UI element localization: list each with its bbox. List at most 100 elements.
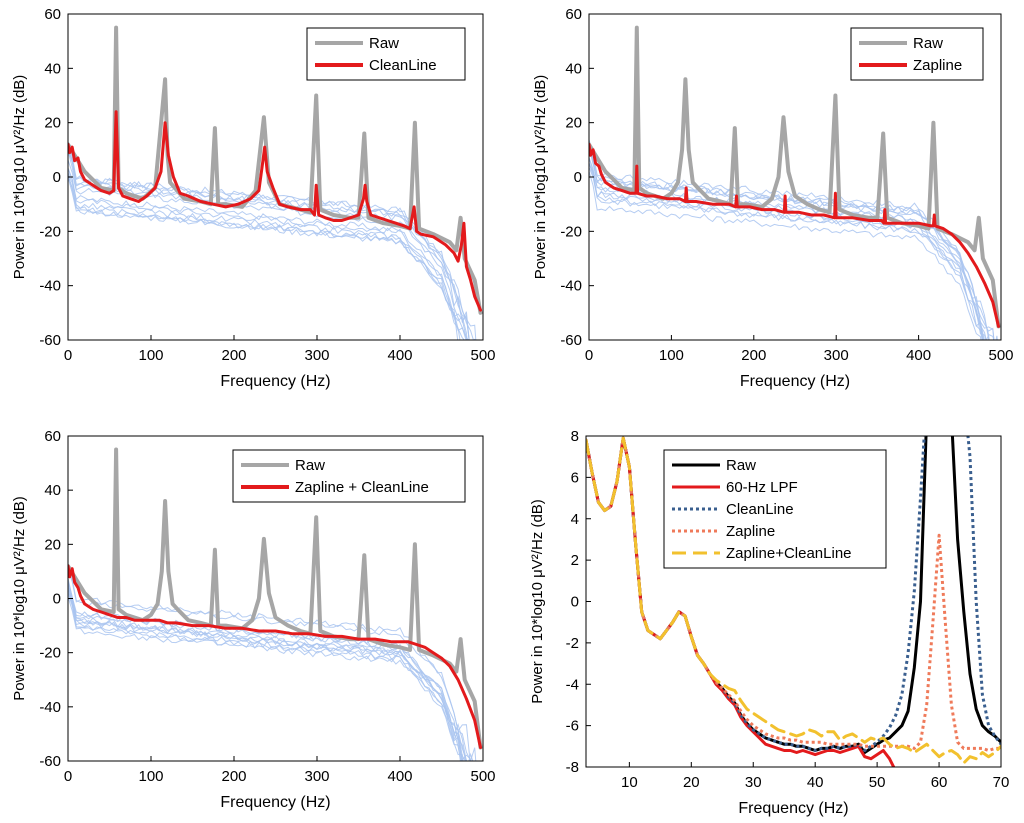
- y-tick-label: -6: [566, 718, 579, 735]
- channel-trace: [68, 149, 470, 340]
- y-tick-label: -2: [566, 635, 579, 652]
- x-axis-label: Frequency (Hz): [220, 373, 330, 390]
- y-tick-label: -4: [566, 676, 579, 693]
- y-tick-label: -40: [39, 699, 61, 716]
- channel-trace: [68, 172, 470, 340]
- legend-label: 60-Hz LPF: [726, 479, 798, 496]
- y-tick-label: -8: [566, 759, 579, 776]
- chart-panel-1: 0 100 200 300 400 500 -60 -40 -20 0 20 40 60 Frequenc…: [11, 6, 496, 390]
- y-tick-label: 60: [44, 428, 61, 445]
- x-tick-label: 40: [807, 774, 824, 791]
- channel-trace: [68, 175, 466, 340]
- y-tick-label: 2: [571, 552, 579, 569]
- y-tick-label: -60: [39, 753, 61, 770]
- legend-label: Zapline: [726, 523, 775, 540]
- y-tick-label: 6: [571, 469, 579, 486]
- x-tick-label: 500: [988, 347, 1013, 364]
- x-axis-label: Frequency (Hz): [738, 800, 848, 817]
- y-axis-label: Power in 10*log10 μV²/Hz (dB): [532, 75, 549, 280]
- channel-trace: [68, 596, 461, 761]
- series-line-zapline-cleanline: [68, 564, 482, 749]
- x-tick-label: 0: [585, 347, 593, 364]
- channel-trace: [68, 568, 471, 761]
- x-axis-label: Frequency (Hz): [740, 373, 850, 390]
- x-tick-label: 200: [741, 347, 766, 364]
- x-tick-label: 500: [470, 768, 495, 785]
- channel-trace: [68, 173, 461, 340]
- y-tick-label: 60: [565, 6, 582, 23]
- y-tick-label: -20: [39, 645, 61, 662]
- x-tick-label: 200: [221, 347, 246, 364]
- x-tick-label: 30: [745, 774, 762, 791]
- legend-label: Raw: [913, 35, 943, 52]
- x-tick-label: 60: [931, 774, 948, 791]
- y-tick-label: 0: [53, 591, 61, 608]
- channel-trace: [68, 144, 476, 340]
- legend-label: Raw: [726, 457, 756, 474]
- channel-trace: [589, 171, 982, 340]
- series-line-zapline: [589, 142, 1000, 328]
- channel-trace: [68, 149, 470, 340]
- x-tick-label: 10: [621, 774, 638, 791]
- plot-area: [589, 25, 1001, 340]
- channel-trace: [68, 150, 474, 340]
- x-axis-label: Frequency (Hz): [220, 794, 330, 811]
- y-tick-label: 20: [44, 115, 61, 132]
- legend-box: [232, 449, 466, 503]
- legend-label: Zapline+CleanLine: [726, 545, 852, 562]
- channel-trace: [68, 167, 468, 340]
- x-tick-label: 300: [824, 347, 849, 364]
- plot-area: [68, 447, 483, 761]
- x-tick-label: 200: [221, 768, 246, 785]
- series-line-raw: [586, 436, 1001, 754]
- x-tick-label: 500: [470, 347, 495, 364]
- legend-label: CleanLine: [369, 57, 437, 74]
- channel-trace: [589, 163, 990, 340]
- y-tick-label: 40: [44, 482, 61, 499]
- y-tick-label: -40: [39, 278, 61, 295]
- legend-label: Zapline + CleanLine: [295, 479, 429, 496]
- x-tick-label: 400: [387, 347, 412, 364]
- series-line-cleanline: [68, 110, 482, 312]
- x-tick-label: 50: [869, 774, 886, 791]
- y-tick-label: -60: [39, 332, 61, 349]
- x-tick-label: 100: [138, 347, 163, 364]
- channel-trace: [589, 144, 995, 340]
- channel-trace: [68, 169, 468, 340]
- y-tick-label: 40: [44, 60, 61, 77]
- y-tick-label: -60: [560, 332, 582, 349]
- chart-panel-3: 0 100 200 300 400 500 -60 -40 -20 0 20 40 60 Frequenc…: [11, 428, 496, 811]
- y-tick-label: 8: [571, 428, 579, 445]
- legend-box: [306, 27, 466, 81]
- legend-label: Raw: [295, 457, 325, 474]
- y-tick-label: -20: [560, 223, 582, 240]
- legend-label: Raw: [369, 35, 399, 52]
- channel-trace: [68, 584, 466, 761]
- y-axis-label: Power in 10*log10 μV²/Hz (dB): [11, 496, 28, 701]
- chart-panel-4: 10 20 30 40 50 60 70 -8 -6 -4 -2 0 2 4 6 8 Frequency (Hz…: [529, 428, 1010, 817]
- series-line-raw: [589, 25, 1001, 329]
- y-tick-label: 20: [44, 536, 61, 553]
- x-tick-label: 400: [906, 347, 931, 364]
- y-tick-label: 0: [571, 594, 579, 611]
- x-tick-label: 100: [138, 768, 163, 785]
- x-tick-label: 300: [304, 768, 329, 785]
- y-tick-label: 0: [574, 169, 582, 186]
- channel-trace: [589, 162, 983, 340]
- x-tick-label: 400: [387, 768, 412, 785]
- y-tick-label: 4: [571, 511, 579, 528]
- legend-label: Zapline: [913, 57, 962, 74]
- legend-label: CleanLine: [726, 501, 794, 518]
- y-tick-label: 20: [565, 115, 582, 132]
- channel-trace: [68, 567, 477, 761]
- y-tick-label: 60: [44, 6, 61, 23]
- series-line-zapline-cleanline: [586, 436, 1001, 765]
- legend-box: [663, 449, 887, 569]
- y-tick-label: 0: [53, 169, 61, 186]
- series-line-raw: [68, 447, 483, 750]
- plot-area: [586, 436, 1001, 767]
- x-tick-label: 100: [659, 347, 684, 364]
- x-tick-label: 70: [993, 774, 1010, 791]
- y-tick-label: 40: [565, 60, 582, 77]
